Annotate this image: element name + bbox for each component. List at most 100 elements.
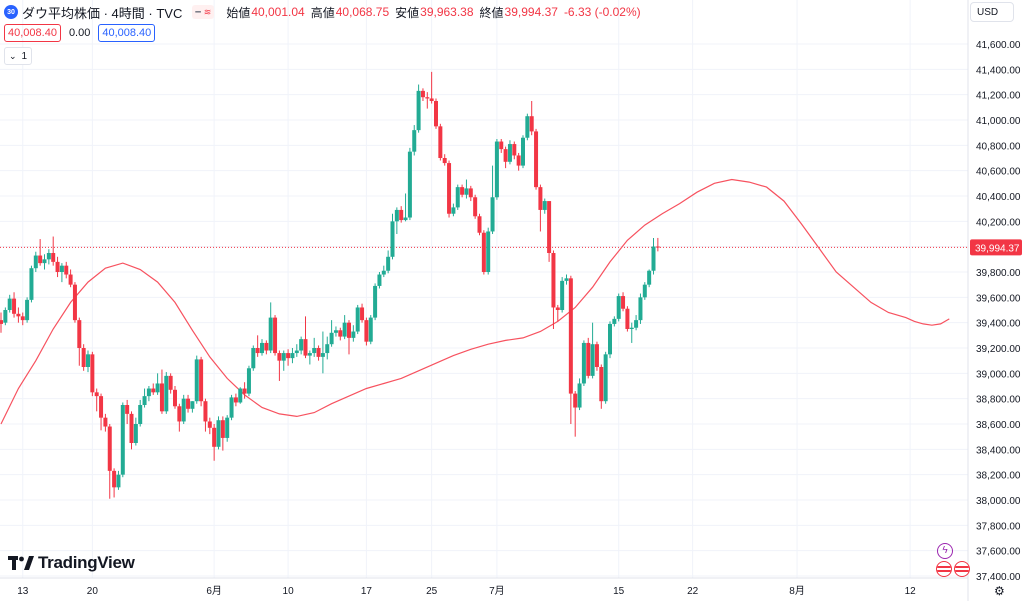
candle[interactable] [307, 353, 312, 356]
candle[interactable] [264, 342, 269, 351]
candle[interactable] [25, 299, 30, 321]
candle[interactable] [647, 270, 652, 285]
candle[interactable] [38, 255, 43, 264]
candle[interactable] [573, 393, 578, 408]
candle[interactable] [521, 137, 525, 166]
candle[interactable] [329, 332, 334, 345]
candle[interactable] [494, 141, 499, 198]
candle[interactable] [368, 317, 373, 342]
candle[interactable] [555, 307, 560, 310]
candle[interactable] [468, 188, 473, 198]
candle[interactable] [625, 308, 630, 329]
candle[interactable] [333, 330, 338, 333]
lightning-icon[interactable]: ϟ [937, 543, 953, 559]
candle[interactable] [381, 270, 386, 275]
candle[interactable] [242, 388, 247, 394]
candle[interactable] [586, 342, 591, 376]
candle[interactable] [612, 318, 617, 324]
candle[interactable] [477, 216, 482, 233]
settings-gear-icon[interactable]: ⚙ [994, 584, 1005, 598]
events-flags[interactable] [936, 561, 972, 577]
candle[interactable] [355, 307, 360, 332]
candle[interactable] [299, 339, 304, 351]
symbol-title[interactable]: ダウ平均株価 · 4時間 · TVC [22, 5, 183, 21]
candle[interactable] [273, 317, 278, 354]
candle[interactable] [377, 274, 382, 286]
candle[interactable] [112, 470, 117, 488]
candle[interactable] [33, 255, 38, 269]
candle[interactable] [55, 261, 60, 272]
candle[interactable] [534, 131, 539, 188]
candle[interactable] [303, 339, 308, 356]
candle[interactable] [529, 116, 534, 132]
candle[interactable] [220, 420, 225, 438]
candle[interactable] [651, 246, 656, 271]
candle[interactable] [386, 256, 391, 271]
candle[interactable] [608, 323, 612, 355]
symbol-legend[interactable]: 30 ダウ平均株価 · 4時間 · TVC ━ ≋ 始値 40,001.04 高… [4, 3, 647, 21]
candle[interactable] [20, 316, 25, 321]
candle[interactable] [194, 359, 199, 402]
candle[interactable] [638, 297, 643, 321]
us-flag-icon[interactable] [954, 561, 970, 577]
candle[interactable] [499, 141, 504, 150]
candle[interactable] [416, 90, 421, 131]
candle[interactable] [490, 197, 495, 232]
us-flag-icon[interactable] [936, 561, 952, 577]
candle[interactable] [473, 197, 478, 217]
candle[interactable] [51, 253, 56, 262]
candle[interactable] [181, 398, 186, 422]
candle[interactable] [46, 253, 51, 260]
candle[interactable] [594, 344, 599, 367]
candle[interactable] [542, 201, 547, 210]
indicators-toggle-button[interactable]: ⌄ 1 [4, 47, 33, 65]
candle[interactable] [316, 348, 321, 357]
candle[interactable] [90, 354, 95, 393]
candle[interactable] [642, 284, 647, 298]
candle[interactable] [186, 398, 191, 409]
currency-button[interactable]: USD [970, 2, 1014, 22]
candle[interactable] [621, 296, 626, 309]
candle[interactable] [320, 353, 325, 357]
candle[interactable] [629, 327, 634, 329]
candle[interactable] [255, 348, 260, 354]
candle[interactable] [347, 322, 351, 338]
candle[interactable] [512, 144, 517, 156]
candle[interactable] [173, 389, 177, 407]
candle[interactable] [486, 231, 491, 272]
candle[interactable] [516, 155, 521, 166]
legend-toggle[interactable]: ━ ≋ [192, 5, 215, 19]
candle[interactable] [177, 406, 182, 422]
candle[interactable] [634, 320, 639, 328]
candle[interactable] [81, 348, 86, 367]
candle[interactable] [251, 348, 256, 369]
candle[interactable] [325, 344, 330, 354]
candle[interactable] [190, 401, 195, 409]
candle[interactable] [42, 259, 47, 264]
candle[interactable] [590, 344, 595, 376]
candle[interactable] [203, 401, 208, 422]
candle[interactable] [390, 221, 395, 257]
candle[interactable] [99, 396, 104, 418]
candle[interactable] [260, 342, 264, 354]
candle[interactable] [403, 217, 408, 221]
candle[interactable] [103, 417, 108, 427]
candle[interactable] [138, 405, 143, 424]
candle[interactable] [268, 317, 273, 351]
candle[interactable] [442, 158, 447, 164]
candle[interactable] [507, 144, 512, 162]
candle[interactable] [407, 151, 412, 218]
candle[interactable] [125, 405, 130, 414]
candle[interactable] [438, 126, 443, 158]
candle[interactable] [373, 285, 378, 318]
candle[interactable] [581, 342, 586, 384]
candle[interactable] [207, 421, 212, 428]
candle[interactable] [547, 201, 552, 253]
candle[interactable] [364, 320, 369, 342]
candle[interactable] [94, 392, 99, 397]
candle[interactable] [655, 246, 660, 248]
candle[interactable] [503, 149, 508, 162]
candle[interactable] [151, 388, 156, 393]
candle[interactable] [568, 278, 573, 394]
sell-price-button[interactable]: 40,008.40 [4, 24, 61, 42]
